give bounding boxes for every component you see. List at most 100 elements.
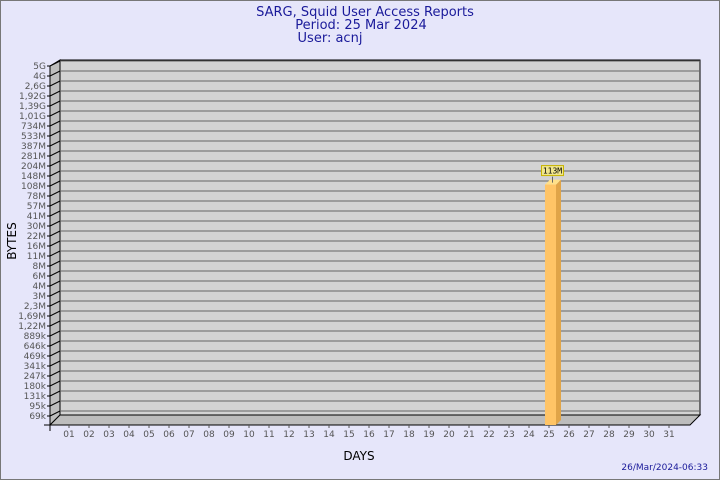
y-tick-label: 2,6G xyxy=(25,82,46,92)
x-tick-label: 19 xyxy=(423,430,435,440)
x-tick-label: 07 xyxy=(183,430,194,440)
generated-timestamp: 26/Mar/2024-06:33 xyxy=(621,463,708,473)
y-tick-diagonal xyxy=(49,380,61,387)
y-tick-label: 734M xyxy=(21,122,46,132)
y-tick-diagonal xyxy=(49,230,61,237)
x-tick-label: 03 xyxy=(103,430,114,440)
y-tick-diagonal xyxy=(49,250,61,257)
y-tick-label: 41M xyxy=(27,212,46,222)
y-tick-label: 78M xyxy=(27,192,46,202)
y-tick-label: 180k xyxy=(24,382,47,392)
y-tick-diagonal xyxy=(49,350,61,357)
y-tick-label: 1,39G xyxy=(19,102,46,112)
x-tick-label: 28 xyxy=(603,430,615,440)
y-tick-diagonal xyxy=(49,180,61,187)
y-tick-diagonal xyxy=(49,260,61,267)
x-tick-label: 14 xyxy=(323,430,335,440)
x-tick-label: 15 xyxy=(343,430,354,440)
y-tick-diagonal xyxy=(49,270,61,277)
y-tick-label: 131k xyxy=(24,392,47,402)
chart-subtitle-user: User: acnj xyxy=(298,31,363,46)
y-tick-diagonal xyxy=(49,330,61,337)
y-tick-diagonal xyxy=(49,360,61,367)
bar-side xyxy=(556,179,561,425)
y-tick-label: 646k xyxy=(24,342,47,352)
y-tick-diagonal xyxy=(49,280,61,287)
y-tick-label: 16M xyxy=(27,242,46,252)
x-tick-label: 17 xyxy=(383,430,394,440)
x-tick-label: 06 xyxy=(163,430,175,440)
y-tick-label: 57M xyxy=(27,202,46,212)
y-tick-label: 281M xyxy=(21,152,46,162)
x-tick-label: 21 xyxy=(463,430,474,440)
y-tick-diagonal xyxy=(49,290,61,297)
y-axis-label: BYTES xyxy=(5,222,19,259)
y-tick-label: 4G xyxy=(33,72,46,82)
y-tick-diagonal xyxy=(49,400,61,407)
y-tick-label: 204M xyxy=(21,162,46,172)
x-tick-label: 09 xyxy=(223,430,235,440)
y-tick-diagonal xyxy=(49,140,61,147)
y-tick-diagonal xyxy=(49,70,61,77)
x-tick-label: 30 xyxy=(643,430,655,440)
y-tick-label: 889k xyxy=(24,332,47,342)
y-tick-label: 533M xyxy=(21,132,46,142)
y-tick-diagonal xyxy=(49,150,61,157)
y-tick-diagonal xyxy=(49,240,61,247)
y-tick-label: 2,3M xyxy=(24,302,46,312)
y-tick-diagonal xyxy=(49,210,61,217)
x-tick-label: 08 xyxy=(203,430,215,440)
y-tick-label: 148M xyxy=(21,172,46,182)
y-tick-label: 1,01G xyxy=(19,112,46,122)
x-tick-label: 02 xyxy=(83,430,94,440)
x-axis-label: DAYS xyxy=(343,449,374,463)
x-tick-label: 29 xyxy=(623,430,635,440)
y-tick-label: 1,22M xyxy=(18,322,46,332)
x-tick-label: 20 xyxy=(443,430,455,440)
y-tick-diagonal xyxy=(49,130,61,137)
x-tick-label: 25 xyxy=(543,430,554,440)
y-tick-diagonal xyxy=(49,320,61,327)
x-tick-label: 23 xyxy=(503,430,514,440)
y-tick-label: 8M xyxy=(33,262,47,272)
x-tick-label: 05 xyxy=(143,430,154,440)
y-tick-diagonal xyxy=(49,300,61,307)
x-tick-label: 22 xyxy=(483,430,494,440)
chart-title: SARG, Squid User Access Reports xyxy=(256,5,474,20)
x-tick-label: 04 xyxy=(123,430,135,440)
x-tick-label: 16 xyxy=(363,430,375,440)
y-tick-diagonal xyxy=(49,170,61,177)
y-tick-diagonal xyxy=(49,410,61,417)
y-tick-diagonal xyxy=(49,220,61,227)
y-tick-label: 387M xyxy=(21,142,46,152)
plot-floor xyxy=(48,414,702,426)
y-tick-label: 30M xyxy=(27,222,46,232)
y-tick-diagonal xyxy=(49,190,61,197)
x-tick-label: 31 xyxy=(663,430,674,440)
y-tick-diagonal xyxy=(49,160,61,167)
y-tick-diagonal xyxy=(49,370,61,377)
y-tick-diagonal xyxy=(49,110,61,117)
y-tick-label: 95k xyxy=(29,402,46,412)
y-tick-diagonal xyxy=(49,310,61,317)
y-tick-label: 22M xyxy=(27,232,46,242)
y-tick-diagonal xyxy=(49,90,61,97)
y-tick-label: 1,69M xyxy=(18,312,46,322)
y-tick-diagonal xyxy=(49,60,61,67)
y-tick-diagonal xyxy=(49,200,61,207)
x-tick-label: 18 xyxy=(403,430,415,440)
x-tick-label: 01 xyxy=(63,430,74,440)
x-tick-label: 27 xyxy=(583,430,594,440)
y-tick-label: 108M xyxy=(21,182,46,192)
y-tick-label: 469k xyxy=(24,352,47,362)
x-tick-label: 13 xyxy=(303,430,314,440)
data-label-box xyxy=(541,165,564,177)
y-tick-label: 4M xyxy=(33,282,47,292)
y-tick-label: 341k xyxy=(24,362,47,372)
y-tick-label: 6M xyxy=(33,272,47,282)
y-tick-diagonal xyxy=(49,340,61,347)
plot-back-wall xyxy=(59,59,701,416)
data-label: 113M xyxy=(543,167,562,176)
y-tick-diagonal xyxy=(49,390,61,397)
